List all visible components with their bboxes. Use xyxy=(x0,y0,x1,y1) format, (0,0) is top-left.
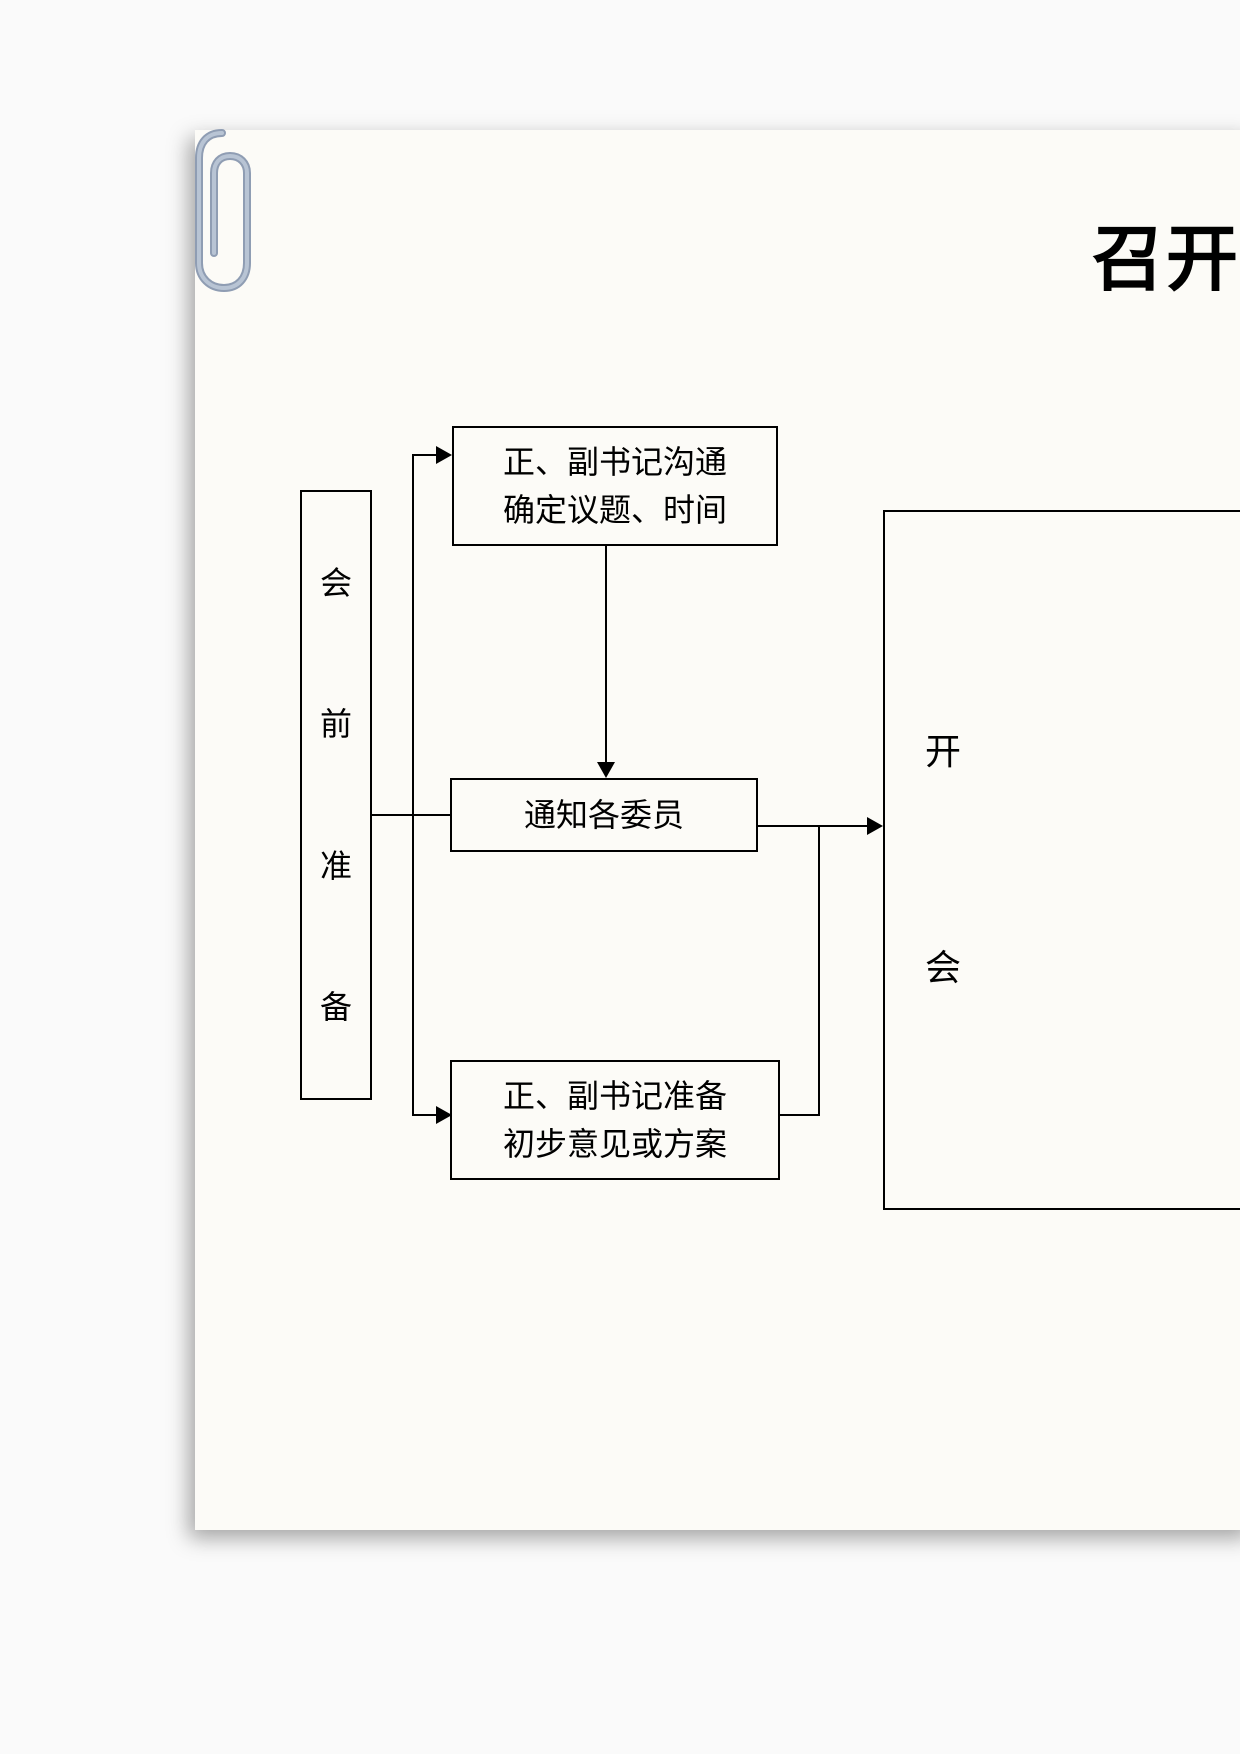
char-meeting: 会 xyxy=(925,941,961,995)
char-4: 备 xyxy=(320,983,352,1031)
node-label: 正、副书记准备 初步意见或方案 xyxy=(503,1072,727,1168)
arrow-icon xyxy=(436,1106,452,1124)
char-1: 会 xyxy=(320,559,352,607)
connector-line xyxy=(605,546,607,764)
char-2: 前 xyxy=(320,700,352,748)
node-open-meeting: 开 会 xyxy=(883,510,1240,1210)
char-3: 准 xyxy=(320,842,352,890)
connector-line xyxy=(412,454,438,456)
char-open: 开 xyxy=(925,725,961,779)
arrow-icon xyxy=(597,762,615,778)
connector-line xyxy=(412,1114,438,1116)
connector-line xyxy=(818,825,820,1116)
node-label: 正、副书记沟通 确定议题、时间 xyxy=(503,438,727,534)
node-secretary-communication: 正、副书记沟通 确定议题、时间 xyxy=(452,426,778,546)
connector-line xyxy=(758,825,870,827)
flowchart-container: 会 前 准 备 正、副书记沟通 确定议题、时间 通知各委员 正、副书记准备 初步… xyxy=(195,130,1240,1530)
node-pre-meeting-prep: 会 前 准 备 xyxy=(300,490,372,1100)
connector-line xyxy=(780,1114,820,1116)
node-label: 通知各委员 xyxy=(524,791,684,839)
connector-line xyxy=(412,454,414,1116)
node-prepare-opinion: 正、副书记准备 初步意见或方案 xyxy=(450,1060,780,1180)
arrow-icon xyxy=(436,446,452,464)
paperclip-icon xyxy=(172,118,272,313)
node-notify-members: 通知各委员 xyxy=(450,778,758,852)
connector-line xyxy=(372,814,450,816)
arrow-icon xyxy=(867,817,883,835)
